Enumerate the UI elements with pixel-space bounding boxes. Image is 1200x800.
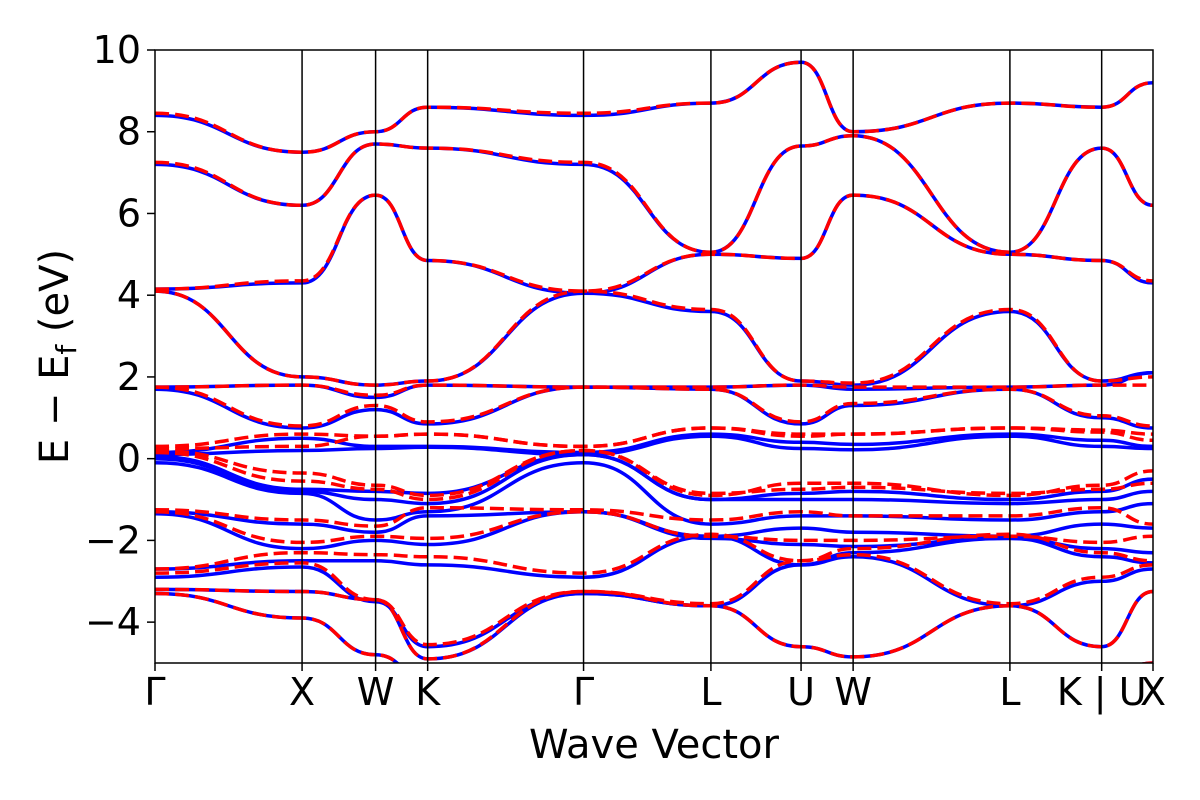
- x-tick-label: Γ: [573, 670, 594, 714]
- y-tick-label: 10: [93, 28, 141, 72]
- x-axis-label: Wave Vector: [529, 722, 780, 768]
- y-axis-label-unit: (eV): [32, 249, 78, 345]
- x-tick-label: K | U: [1057, 670, 1147, 715]
- y-tick-label: 6: [117, 191, 141, 235]
- plot-frame: [154, 49, 1154, 664]
- y-tick-label: −4: [85, 600, 141, 644]
- dashed-band-12: [155, 383, 1153, 398]
- y-axis-ticks: −4 −2 0 2 4 6 8 10: [85, 28, 155, 644]
- x-tick-label: U: [787, 670, 815, 714]
- dashed-band-8: [155, 448, 1153, 498]
- y-axis-label-main: E − E: [32, 355, 78, 465]
- x-tick-label: X: [1140, 670, 1166, 714]
- y-tick-label: 8: [117, 110, 141, 154]
- y-tick-label: −2: [85, 518, 141, 562]
- solid-band-10: [155, 434, 1153, 457]
- x-tick-label: W: [357, 670, 395, 714]
- dashed-band-13: [155, 289, 1153, 387]
- x-tick-label: W: [834, 670, 872, 714]
- x-tick-label: L: [999, 670, 1020, 714]
- dashed-band-14: [155, 193, 1153, 293]
- x-tick-label: L: [700, 670, 721, 714]
- high-symmetry-lines: [301, 50, 1103, 663]
- x-tick-label: X: [289, 670, 315, 714]
- dashed-band-6: [155, 505, 1153, 528]
- x-tick-label: K: [415, 670, 441, 714]
- dashed-band-1: [155, 591, 1153, 663]
- y-tick-label: 2: [117, 355, 141, 399]
- y-axis-label-subscript: f: [50, 344, 83, 355]
- dashed-band-10: [155, 426, 1153, 449]
- y-axis-label: E − Ef (eV): [32, 249, 83, 464]
- y-tick-label: 4: [117, 273, 141, 317]
- dashed-band-15: [155, 134, 1153, 255]
- dashed-band-2: [155, 587, 1153, 661]
- x-tick-label: Γ: [144, 670, 165, 714]
- y-tick-label: 0: [117, 437, 141, 481]
